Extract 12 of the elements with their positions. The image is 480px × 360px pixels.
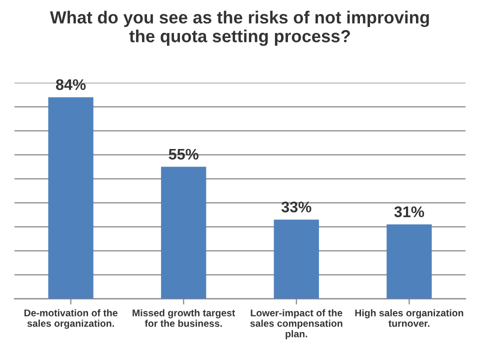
data-label: 84%	[56, 79, 86, 90]
bar	[386, 224, 432, 299]
data-label: 31%	[394, 206, 424, 218]
x-tick-label: De-motivation of the sales organization.	[24, 309, 118, 329]
x-tick-label: High sales organization turnover.	[355, 309, 464, 327]
bar	[274, 220, 319, 299]
bar	[48, 97, 94, 299]
bar	[161, 166, 206, 299]
chart-title: What do you see as the risks of not improving the quota setting process?	[50, 10, 429, 46]
x-tick-label: Missed growth targest for the business.	[132, 309, 236, 327]
x-tick-label: Lower-impact of the sales compensation plan.	[250, 309, 342, 340]
data-label: 33%	[281, 202, 312, 212]
